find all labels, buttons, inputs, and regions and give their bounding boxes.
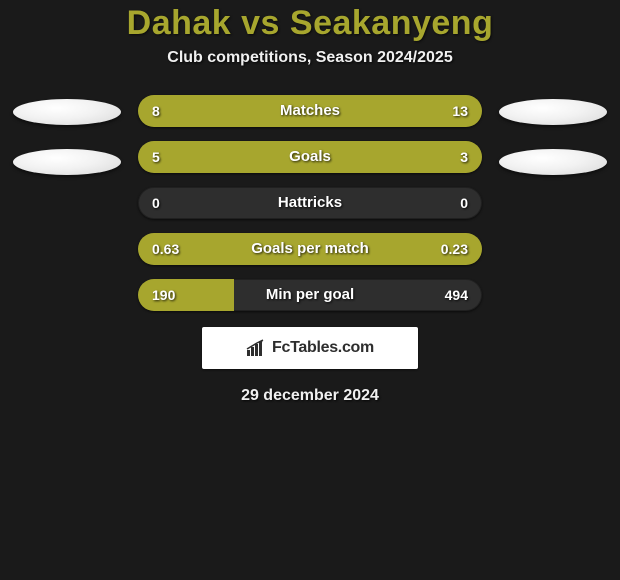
- stat-value-right: 0: [460, 187, 468, 219]
- stat-value-right: 494: [445, 279, 468, 311]
- right-avatar-col: [498, 95, 608, 175]
- left-avatar-col: [12, 95, 122, 175]
- stat-value-right: 0.23: [441, 233, 468, 265]
- date-label: 29 december 2024: [0, 387, 620, 405]
- stats-section: 8Matches13 5Goals3 0Hattricks0 0.63Goals pe…: [0, 95, 620, 311]
- stat-label: Goals per match: [138, 233, 482, 265]
- stat-label: Min per goal: [138, 279, 482, 311]
- page-title: Dahak vs Seakanyeng: [0, 4, 620, 43]
- stat-bars: 8Matches13 5Goals3 0Hattricks0 0.63Goals pe…: [138, 95, 482, 311]
- player1-avatar: [13, 99, 121, 125]
- stat-row: 190Min per goal494: [138, 279, 482, 311]
- stat-row: 0.63Goals per match0.23: [138, 233, 482, 265]
- stat-label: Matches: [138, 95, 482, 127]
- player2-club-avatar: [499, 149, 607, 175]
- stat-row: 5Goals3: [138, 141, 482, 173]
- page-subtitle: Club competitions, Season 2024/2025: [0, 49, 620, 67]
- stat-label: Hattricks: [138, 187, 482, 219]
- chart-icon: [246, 339, 268, 357]
- stat-label: Goals: [138, 141, 482, 173]
- player2-avatar: [499, 99, 607, 125]
- brand-badge[interactable]: FcTables.com: [202, 327, 418, 369]
- brand-label: FcTables.com: [272, 339, 374, 357]
- stat-value-right: 3: [460, 141, 468, 173]
- player1-club-avatar: [13, 149, 121, 175]
- stat-row: 8Matches13: [138, 95, 482, 127]
- stat-row: 0Hattricks0: [138, 187, 482, 219]
- stat-value-right: 13: [452, 95, 468, 127]
